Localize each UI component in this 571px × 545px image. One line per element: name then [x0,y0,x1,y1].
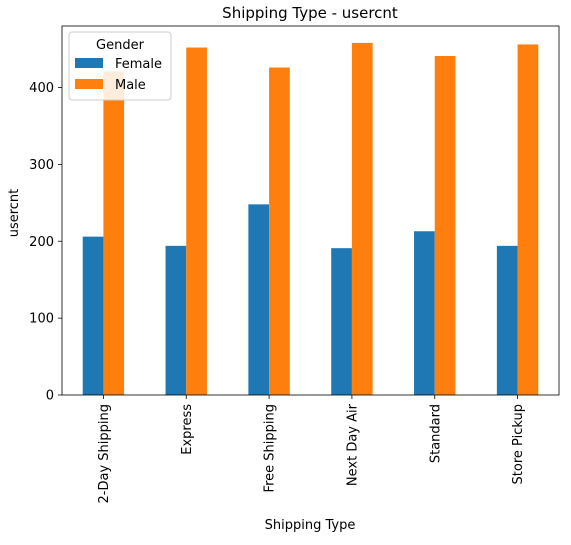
bar-male-0 [103,71,125,395]
bar-female-3 [331,248,352,395]
legend-label-female: Female [115,57,162,72]
x-tick-label: Free Shipping [263,404,278,492]
x-tick-label: Next Day Air [345,403,360,486]
x-tick-label: Standard [428,404,443,463]
bar-female-0 [82,236,104,395]
y-tick-label: 300 [29,158,54,173]
y-tick-label: 200 [29,235,54,250]
x-axis-label: Shipping Type [265,518,356,533]
bar-female-2 [248,204,270,395]
legend: Gender Female Male [68,31,172,101]
plot-frame [61,25,560,396]
legend-swatch-male [75,79,103,89]
y-axis-label: usercnt [7,189,22,238]
x-tick-label: Express [180,404,195,455]
bar-male-3 [351,42,373,395]
legend-swatch-female [75,58,103,68]
bar-male-5 [517,44,539,395]
y-tick-label: 400 [29,81,54,96]
bar-female-5 [496,245,518,395]
y-tick-label: 0 [46,389,54,404]
bar-male-1 [186,47,207,396]
bar-male-4 [434,55,456,395]
chart-title: Shipping Type - usercnt [222,4,398,22]
legend-label-male: Male [115,78,146,93]
x-tick-label: 2-Day Shipping [97,404,112,503]
bar-male-2 [269,67,290,395]
bar-female-4 [414,231,435,395]
y-tick-label: 100 [29,312,54,327]
x-tick-label: Store Pickup [511,404,526,484]
bars-layer [82,42,539,396]
axes-layer: 0 100 200 300 400 2-Day Shipping Express Free S… [29,25,560,503]
legend-title: Gender [96,38,145,53]
bar-female-1 [165,245,187,395]
